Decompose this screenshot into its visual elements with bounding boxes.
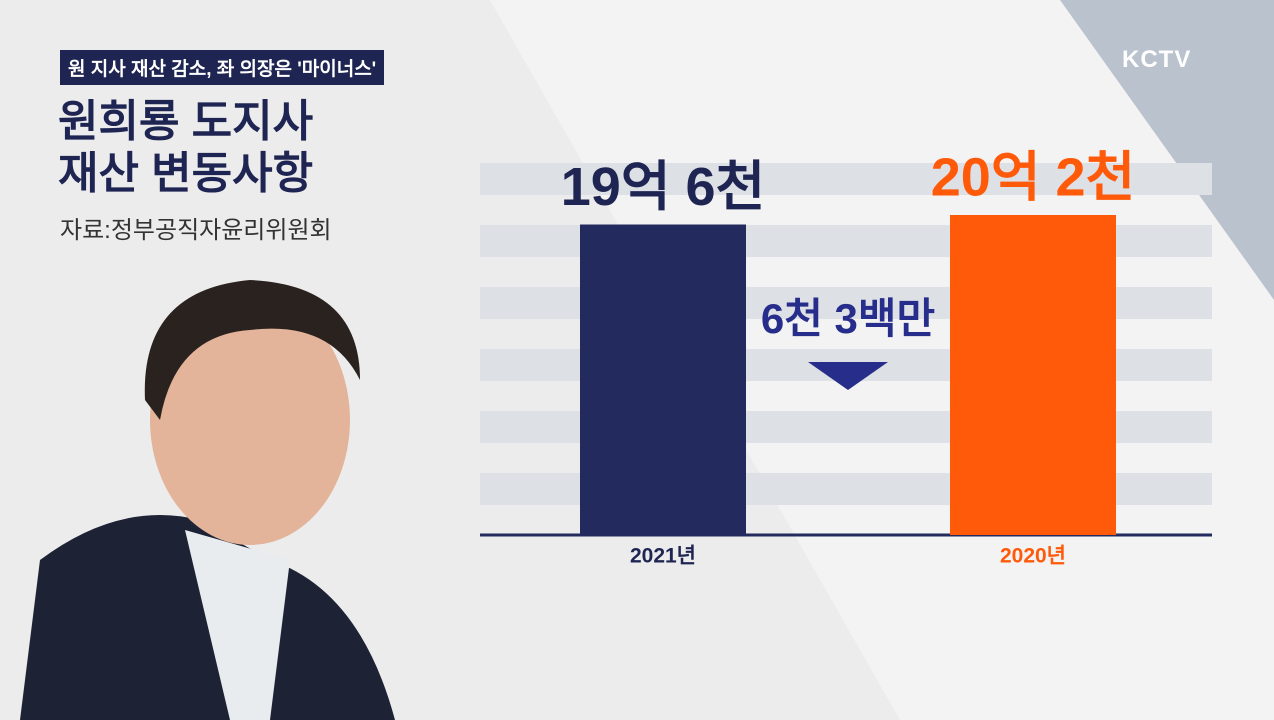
x-tick-label: 2021년 <box>630 545 696 568</box>
value-label: 20억 2천 <box>931 147 1135 207</box>
source: 자료:정부공직자윤리위원회 <box>60 217 332 244</box>
background-shape <box>1060 0 1274 300</box>
bar <box>950 215 1116 535</box>
photo <box>20 280 395 720</box>
headline-tag: 원 지사 재산 감소, 좌 의장은 '마이너스' <box>60 50 385 85</box>
title: 원희룡 도지사 재산 변동사항 <box>58 96 313 200</box>
title-line: 원희룡 도지사 <box>58 97 314 146</box>
value-label: 19억 6천 <box>561 157 765 217</box>
annotation: 6천 3백만 <box>761 295 935 342</box>
x-tick-label: 2020년 <box>1000 545 1066 568</box>
logo: KCTV <box>1122 46 1192 73</box>
bar <box>580 224 746 535</box>
title-line: 재산 변동사항 <box>58 149 314 198</box>
arrow <box>808 362 888 390</box>
